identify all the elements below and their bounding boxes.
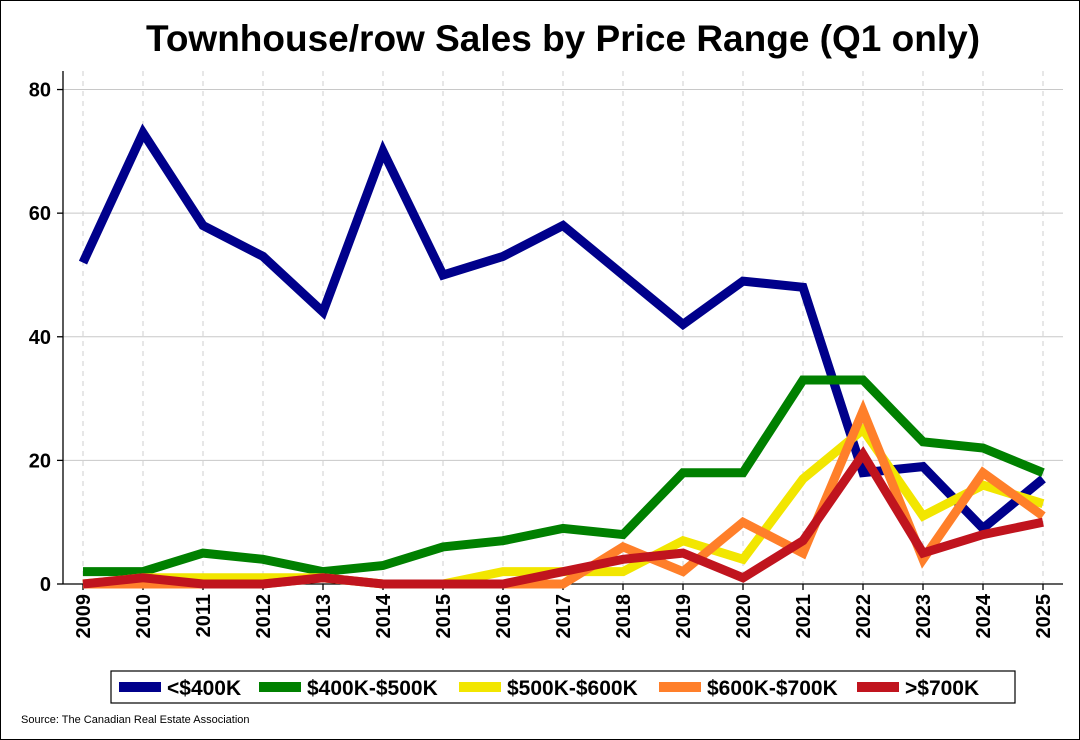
x-tick-label: 2013 xyxy=(313,594,335,639)
series-line-4 xyxy=(82,445,1044,589)
x-tick-label: 2010 xyxy=(133,594,155,639)
legend-label-2: $500K-$600K xyxy=(507,677,638,700)
x-tick-label: 2022 xyxy=(853,594,875,639)
series-line-1 xyxy=(83,375,1045,577)
x-tick-label: 2018 xyxy=(613,594,635,639)
y-tick-label: 80 xyxy=(29,80,51,102)
legend-label-4: >$700K xyxy=(905,677,979,700)
x-tick-label: 2024 xyxy=(973,593,995,638)
legend-swatch-2 xyxy=(459,682,501,692)
legend-label-3: $600K-$700K xyxy=(707,677,838,700)
x-tick-label: 2020 xyxy=(733,594,755,639)
x-tick-label: 2012 xyxy=(253,594,275,639)
grid xyxy=(63,71,1063,584)
x-tick-label: 2023 xyxy=(913,594,935,639)
x-tick-label: 2014 xyxy=(373,593,395,638)
source-note: Source: The Canadian Real Estate Associa… xyxy=(21,714,250,726)
y-tick-label: 60 xyxy=(29,203,51,225)
legend-swatch-1 xyxy=(259,682,301,692)
x-tick-label: 2011 xyxy=(193,594,215,637)
legend-label-0: <$400K xyxy=(167,677,241,700)
y-tick-label: 0 xyxy=(40,574,51,596)
x-tick-label: 2016 xyxy=(493,594,515,639)
x-tick-label: 2019 xyxy=(673,594,695,639)
x-tick-label: 2021 xyxy=(793,594,815,639)
legend-label-1: $400K-$500K xyxy=(307,677,438,700)
y-tick-label: 40 xyxy=(29,327,51,349)
chart-title: Townhouse/row Sales by Price Range (Q1 o… xyxy=(146,18,980,59)
axes: 0 20 40 60 80 2009 2010 2011 2012 2013 2014 2015 201… xyxy=(29,71,1063,639)
x-tick-label: 2025 xyxy=(1033,594,1055,639)
y-tick-label: 20 xyxy=(29,450,51,472)
x-tick-label: 2017 xyxy=(553,594,575,639)
x-tick-label: 2009 xyxy=(73,594,95,639)
legend-swatch-4 xyxy=(857,682,899,692)
x-tick-label: 2015 xyxy=(433,594,455,639)
legend: <$400K $400K-$500K $500K-$600K $600K-$700K >… xyxy=(110,670,1016,704)
legend-swatch-0 xyxy=(119,682,161,692)
series-lines xyxy=(78,123,1046,589)
legend-swatch-3 xyxy=(659,682,701,692)
